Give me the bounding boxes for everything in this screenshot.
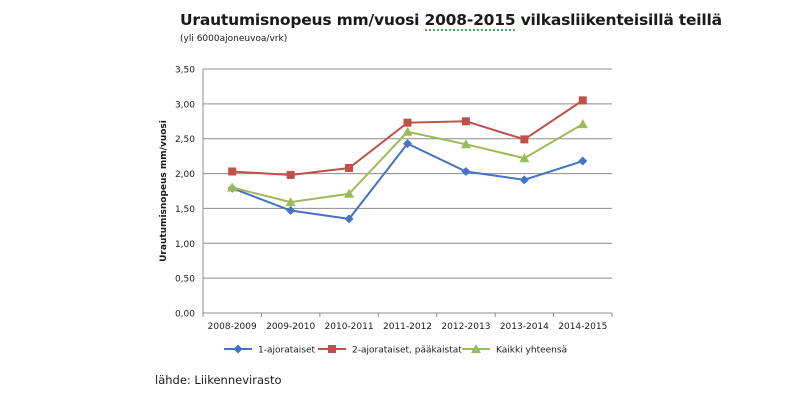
data-point bbox=[403, 139, 412, 149]
y-axis-title: Urautumisnopeus mm/vuosi bbox=[159, 120, 169, 262]
y-tick-label: 1,50 bbox=[175, 205, 195, 215]
legend-label: 1-ajorataiset bbox=[258, 346, 315, 356]
title-part-years: 2008-2015 bbox=[424, 11, 516, 31]
legend-marker bbox=[233, 344, 243, 354]
legend-marker bbox=[471, 344, 481, 353]
data-point bbox=[344, 214, 354, 224]
x-tick-label: 2008-2009 bbox=[208, 322, 257, 332]
source-note: lähde: Liikennevirasto bbox=[155, 373, 282, 387]
data-point bbox=[461, 166, 471, 176]
x-tick-label: 2011-2012 bbox=[383, 322, 432, 332]
data-point bbox=[286, 170, 295, 179]
legend-marker bbox=[328, 345, 336, 353]
y-tick-label: 1,00 bbox=[175, 240, 195, 250]
data-point bbox=[403, 118, 412, 127]
data-point bbox=[227, 182, 238, 192]
data-point bbox=[578, 156, 588, 166]
y-tick-label: 3,00 bbox=[175, 100, 195, 110]
x-tick-label: 2009-2010 bbox=[266, 322, 315, 332]
y-tick-label: 2,00 bbox=[175, 170, 195, 180]
title-part-2: vilkasliikenteisillä teillä bbox=[515, 11, 722, 29]
data-point bbox=[520, 135, 529, 144]
legend-label: 2-ajorataiset, pääkaistat bbox=[352, 346, 462, 356]
y-tick-label: 0,50 bbox=[175, 275, 195, 285]
data-point bbox=[577, 119, 588, 129]
series-line bbox=[232, 99, 584, 176]
data-point bbox=[285, 197, 296, 207]
x-tick-label: 2010-2011 bbox=[325, 322, 374, 332]
data-point bbox=[519, 175, 529, 185]
x-tick-label: 2012-2013 bbox=[441, 322, 490, 332]
data-point bbox=[402, 126, 413, 136]
y-tick-label: 0,00 bbox=[175, 310, 195, 320]
data-point bbox=[228, 167, 237, 176]
x-tick-label: 2014-2015 bbox=[558, 322, 607, 332]
y-tick-label: 3,50 bbox=[175, 66, 195, 76]
chart-title: Urautumisnopeus mm/vuosi 2008-2015 vilka… bbox=[180, 11, 722, 31]
data-point bbox=[460, 139, 471, 149]
data-point bbox=[286, 206, 296, 216]
chart-subtitle: (yli 6000ajoneuvoa/vrk) bbox=[180, 34, 288, 44]
data-point bbox=[578, 96, 587, 105]
y-tick-label: 2,50 bbox=[175, 135, 195, 145]
legend-label: Kaikki yhteensä bbox=[496, 346, 567, 356]
data-point bbox=[461, 117, 470, 126]
x-tick-label: 2013-2014 bbox=[500, 322, 549, 332]
data-point bbox=[345, 163, 354, 172]
data-point bbox=[344, 188, 355, 198]
data-point bbox=[519, 153, 530, 163]
title-part-1: Urautumisnopeus mm/vuosi bbox=[180, 11, 425, 29]
